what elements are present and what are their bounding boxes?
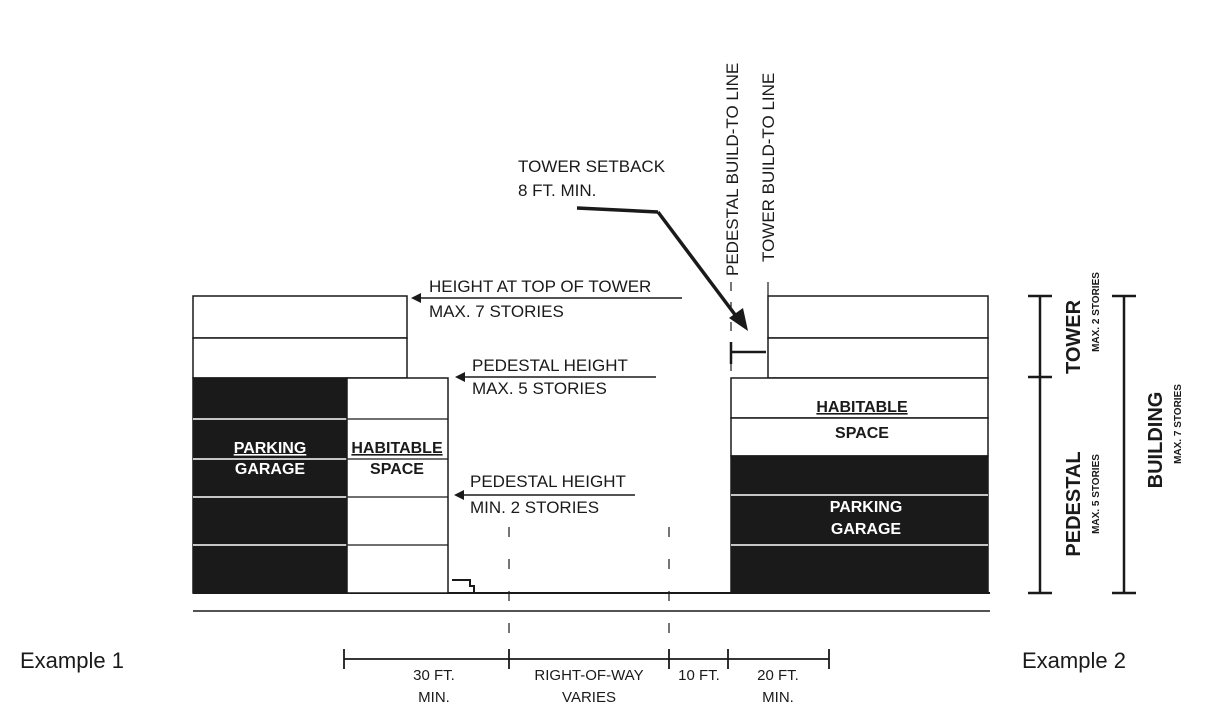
ex1-habitable-label: SPACE — [370, 461, 424, 478]
pedestal-max-label: MAX. 5 STORIES — [472, 379, 607, 398]
ex2-parking-label: GARAGE — [831, 521, 902, 538]
height-top-tower-label: MAX. 7 STORIES — [429, 302, 564, 321]
pedestal-max-label: PEDESTAL HEIGHT — [472, 356, 628, 375]
dim-20ft-label: 20 FT. — [757, 667, 799, 684]
right-of-way-lines — [508, 527, 670, 648]
ex2-tower-story-6 — [767, 337, 989, 379]
height-brackets: TOWER MAX. 2 STORIES PEDESTAL MAX. 5 STO… — [1028, 272, 1184, 595]
pedestal-min-label: PEDESTAL HEIGHT — [470, 472, 626, 491]
ex1-parking-garage — [192, 377, 348, 594]
ex1-tower-story-7 — [192, 295, 408, 339]
ex2-habitable-label: HABITABLE — [816, 399, 908, 416]
ex1-tower-story-6 — [192, 337, 408, 379]
pedestal-side-label: PEDESTAL — [1063, 451, 1085, 556]
dim-20ft-label: MIN. — [762, 689, 794, 706]
example1-building: PARKING GARAGE HABITABLE SPACE — [192, 295, 475, 594]
pedestal-min-arrowhead — [454, 490, 464, 500]
dim-row-label: RIGHT-OF-WAY — [534, 667, 643, 684]
build-to-lines: PEDESTAL BUILD-TO LINE TOWER BUILD-TO LI… — [723, 63, 778, 378]
ex1-stoop — [452, 579, 475, 592]
pedestal-build-to-label: PEDESTAL BUILD-TO LINE — [723, 63, 742, 276]
height-top-tower-arrowhead — [411, 293, 421, 303]
dim-10ft-label: 10 FT. — [678, 667, 720, 684]
ex1-parking-label: PARKING — [234, 440, 307, 457]
ex2-parking-label: PARKING — [830, 499, 903, 516]
tower-setback-arrowhead — [729, 308, 748, 331]
tower-setback-leader — [576, 206, 659, 214]
building-side-label: BUILDING — [1145, 392, 1167, 489]
ex2-parking-garage — [730, 455, 989, 594]
example2-building: HABITABLE SPACE PARKING GARAGE — [730, 295, 989, 594]
ex1-habitable-liner — [346, 377, 449, 594]
height-top-tower-label: HEIGHT AT TOP OF TOWER — [429, 277, 651, 296]
ex2-habitable-story-5 — [730, 377, 989, 419]
building-side-sublabel: MAX. 7 STORIES — [1173, 384, 1184, 464]
dim-30ft-label: 30 FT. — [413, 667, 455, 684]
ex2-habitable-label: SPACE — [835, 425, 889, 442]
pedestal-side-sublabel: MAX. 5 STORIES — [1091, 454, 1102, 534]
ex1-parking-label: GARAGE — [235, 461, 306, 478]
pedestal-max-arrowhead — [455, 372, 465, 382]
example2-label: Example 2 — [1022, 648, 1126, 673]
tower-side-label: TOWER — [1063, 299, 1085, 374]
ex2-tower-story-7 — [767, 295, 989, 339]
dim-row-label: VARIES — [562, 689, 616, 706]
tower-setback-leader — [656, 210, 738, 318]
tower-setback-label: TOWER SETBACK — [518, 157, 666, 176]
dimension-string: 30 FT. MIN. RIGHT-OF-WAY VARIES 10 FT. 2… — [343, 649, 830, 706]
example1-label: Example 1 — [20, 648, 124, 673]
tower-setback-label: 8 FT. MIN. — [518, 181, 596, 200]
annotations: HEIGHT AT TOP OF TOWER MAX. 7 STORIES PE… — [411, 157, 766, 517]
ex1-habitable-label: HABITABLE — [351, 440, 443, 457]
dim-30ft-label: MIN. — [418, 689, 450, 706]
tower-side-sublabel: MAX. 2 STORIES — [1091, 272, 1102, 352]
tower-build-to-label: TOWER BUILD-TO LINE — [759, 73, 778, 262]
ex2-habitable-story-4 — [730, 417, 989, 457]
pedestal-min-label: MIN. 2 STORIES — [470, 498, 599, 517]
